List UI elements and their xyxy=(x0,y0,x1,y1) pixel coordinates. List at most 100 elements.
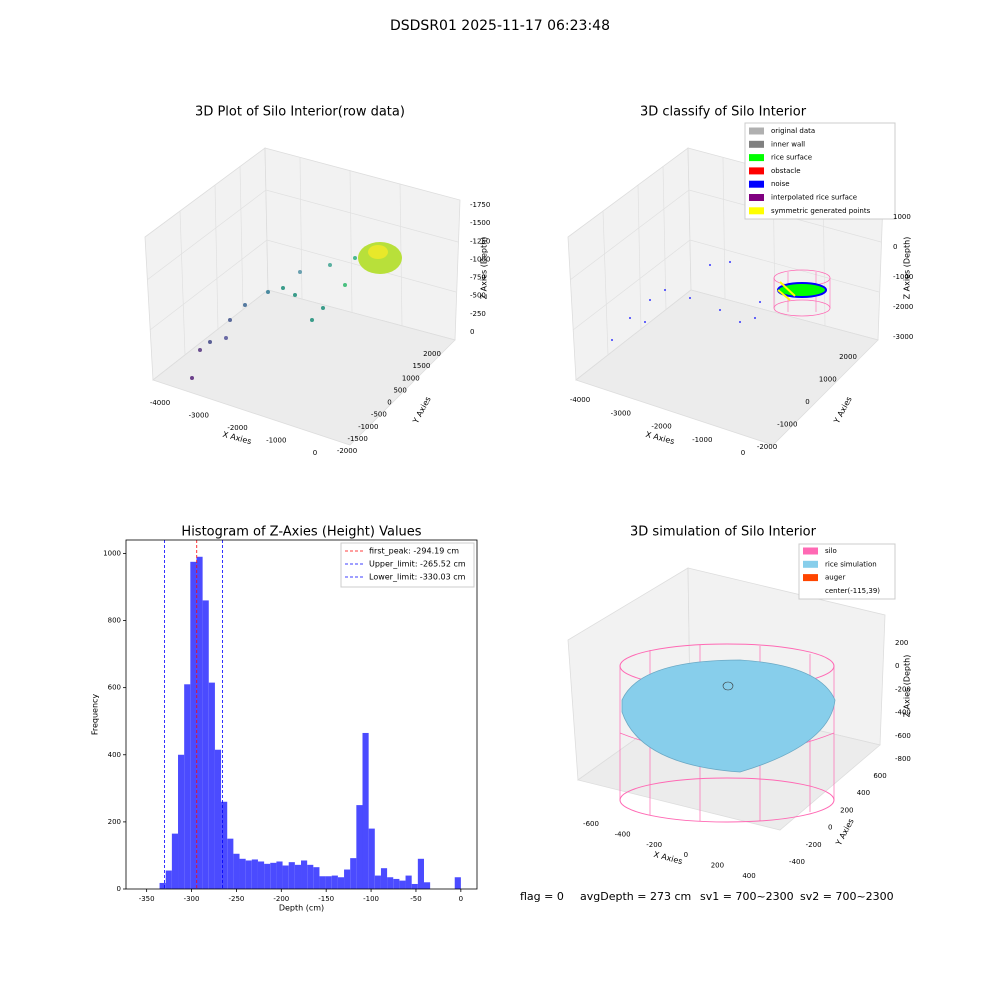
bar xyxy=(423,882,431,889)
legend-label: noise xyxy=(771,180,790,188)
x-tick-label: -4000 xyxy=(570,396,590,404)
x-tick-label: 0 xyxy=(313,449,317,457)
y-tick-label: -1000 xyxy=(777,421,797,429)
legend-label: auger xyxy=(825,574,845,582)
z-tick-label: -1750 xyxy=(470,201,490,209)
x-tick-label: -50 xyxy=(410,895,421,903)
bar xyxy=(454,877,461,889)
z-axis-label: Z Axies (Depth) xyxy=(903,655,912,718)
legend-label: Upper_limit: -265.52 cm xyxy=(369,560,466,569)
y-tick-label: 200 xyxy=(108,818,121,826)
y-tick-label: 1000 xyxy=(819,376,837,384)
bar xyxy=(276,861,283,889)
x-tick-label: -1000 xyxy=(692,436,712,444)
y-tick-label: 600 xyxy=(873,772,886,780)
y-tick-label: 1500 xyxy=(412,362,430,370)
x-tick-label: 400 xyxy=(742,872,755,880)
z-tick-label: -1250 xyxy=(470,237,490,245)
legend-label: rice simulation xyxy=(825,560,877,568)
plot-frame xyxy=(125,539,478,890)
z-tick-label: -800 xyxy=(895,755,911,763)
y-tick-label: 0 xyxy=(805,398,809,406)
bar xyxy=(325,876,332,889)
z-tick-label: 0 xyxy=(470,328,474,336)
legend-swatch xyxy=(749,140,764,148)
y-tick-label: -1000 xyxy=(358,423,378,431)
z-tick-label: -1500 xyxy=(470,219,490,227)
x-tick-label: -200 xyxy=(646,841,662,849)
legend-swatch xyxy=(749,180,764,188)
y-tick-label: -2000 xyxy=(757,443,777,451)
y-tick-label: 0 xyxy=(117,885,121,893)
bar xyxy=(221,801,228,889)
bar xyxy=(331,875,338,889)
bar xyxy=(251,859,258,889)
chart-title: Histogram of Z-Axies (Height) Values xyxy=(181,525,421,540)
bar xyxy=(239,858,246,889)
y-tick-label: 800 xyxy=(108,617,121,625)
legend-swatch xyxy=(803,574,818,582)
bar xyxy=(374,875,381,889)
y-tick-label: 2000 xyxy=(839,353,857,361)
z-tick-label: 200 xyxy=(895,639,908,647)
z-tick-label: -500 xyxy=(470,292,486,300)
y-axis-label: Frequency xyxy=(91,694,100,736)
x-tick-label: -3000 xyxy=(189,412,209,420)
z-tick-label: -400 xyxy=(895,709,911,717)
x-tick-label: 0 xyxy=(741,449,745,457)
y-tick-label: -200 xyxy=(806,841,822,849)
x-axis-label: X Axies xyxy=(222,430,253,446)
bar xyxy=(202,600,209,889)
y-tick-label: -2000 xyxy=(337,447,357,455)
x-axis-label: Depth (cm) xyxy=(279,904,324,913)
bar xyxy=(313,867,320,889)
bar xyxy=(411,883,418,889)
y-tick-label: -1500 xyxy=(347,435,367,443)
z-tick-label: 1000 xyxy=(893,213,911,221)
bar xyxy=(350,858,357,889)
x-tick-label: -3000 xyxy=(611,409,631,417)
legend-label: obstacle xyxy=(771,167,801,175)
y-tick-label: 400 xyxy=(857,789,870,797)
z-tick-label: -750 xyxy=(470,274,486,282)
legend-swatch xyxy=(803,560,818,568)
y-tick-label: 1000 xyxy=(103,549,121,557)
y-tick-label: -400 xyxy=(789,858,805,866)
x-tick-label: -250 xyxy=(228,895,244,903)
x-axis-label: X Axies xyxy=(645,430,676,446)
x-tick-label: -400 xyxy=(615,830,631,838)
bar xyxy=(387,877,394,889)
y-axis-label: Y Axies xyxy=(834,817,856,848)
x-tick-label: 0 xyxy=(459,895,463,903)
x-tick-label: -600 xyxy=(583,820,599,828)
footer-text: avgDepth = 273 cm xyxy=(580,890,691,903)
legend-label: Lower_limit: -330.03 cm xyxy=(369,573,466,582)
chart-title: 3D simulation of Silo Interior xyxy=(630,525,817,540)
z-axis-label: Z Axies (Depth) xyxy=(480,237,489,300)
x-tick-label: -200 xyxy=(273,895,289,903)
z-tick-label: -2000 xyxy=(893,303,913,311)
z-tick-label: -3000 xyxy=(893,333,913,341)
z-axis-label: Z Axies (Depth) xyxy=(903,237,912,300)
footer-text: sv2 = 700~2300 xyxy=(800,890,894,903)
x-tick-label: -350 xyxy=(139,895,155,903)
chart-title: 3D classify of Silo Interior xyxy=(640,105,807,120)
bar xyxy=(307,864,314,889)
bar xyxy=(184,684,191,889)
z-tick-label: -600 xyxy=(895,732,911,740)
x-tick-label: -2000 xyxy=(651,423,671,431)
footer-text: sv1 = 700~2300 xyxy=(700,890,794,903)
bar xyxy=(399,880,406,889)
z-tick-label: 0 xyxy=(893,243,897,251)
legend-label: center(-115,39) xyxy=(825,587,880,595)
legend-swatch xyxy=(803,547,818,555)
bar xyxy=(178,754,185,889)
legend-label: original data xyxy=(771,127,815,135)
z-tick-label: -1000 xyxy=(893,273,913,281)
classify-legend-box xyxy=(744,122,896,220)
bar xyxy=(344,869,351,889)
y-axis-label: Y Axies xyxy=(411,395,433,426)
legend-label: symmetric generated points xyxy=(771,207,871,215)
bar xyxy=(270,862,277,889)
